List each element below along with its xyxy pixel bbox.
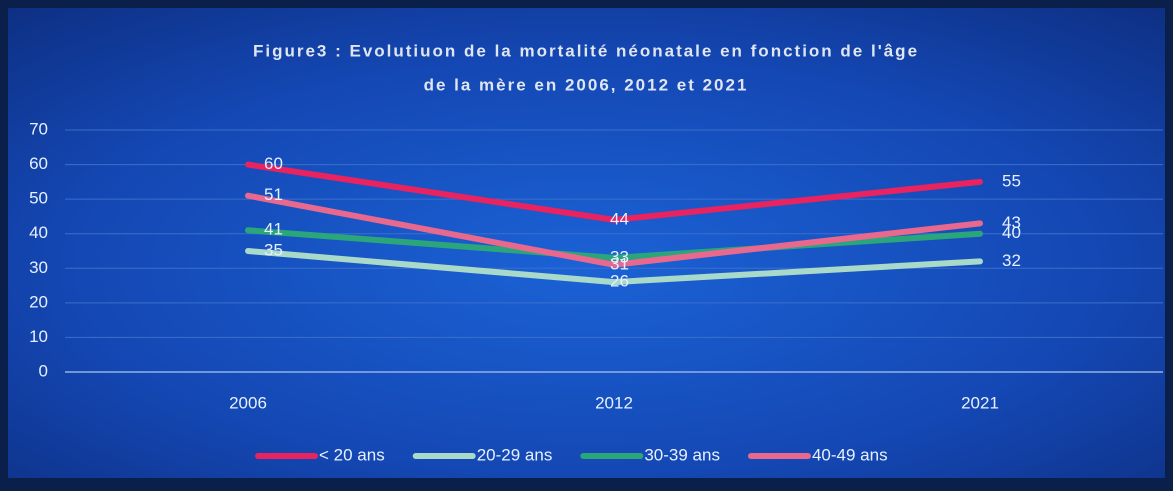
data-label: 40 [1002,223,1021,242]
y-tick-label: 50 [29,189,48,208]
x-tick-label: 2021 [961,393,999,412]
y-tick-label: 70 [29,119,48,138]
y-tick-label: 10 [29,327,48,346]
x-tick-label: 2012 [595,393,633,412]
series-line [245,192,983,268]
legend-label: 30-39 ans [644,445,720,464]
series-line [245,248,983,286]
y-tick-label: 20 [29,292,48,311]
data-label: 33 [610,247,629,266]
y-tick-label: 60 [29,154,48,173]
data-label: 55 [1002,171,1021,190]
data-label: 51 [264,185,283,204]
data-label: 35 [264,240,283,259]
data-label: 31 [610,254,629,273]
legend-label: 40-49 ans [812,445,888,464]
y-tick-label: 0 [39,361,48,380]
series-line [245,227,983,261]
y-tick-label: 30 [29,258,48,277]
data-label: 44 [610,209,629,228]
data-label: 32 [1002,251,1021,270]
data-label: 26 [610,272,629,291]
legend-label: < 20 ans [319,445,385,464]
y-tick-label: 40 [29,223,48,242]
panel [8,8,1165,478]
data-label: 60 [264,154,283,173]
chart-title: de la mère en 2006, 2012 et 2021 [424,75,749,94]
data-label: 43 [1002,213,1021,232]
legend-label: 20-29 ans [477,445,553,464]
x-tick-label: 2006 [229,393,267,412]
chart-title: Figure3 : Evolutiuon de la mortalité néo… [253,41,919,60]
series-line [245,161,983,223]
data-label: 41 [264,220,283,239]
